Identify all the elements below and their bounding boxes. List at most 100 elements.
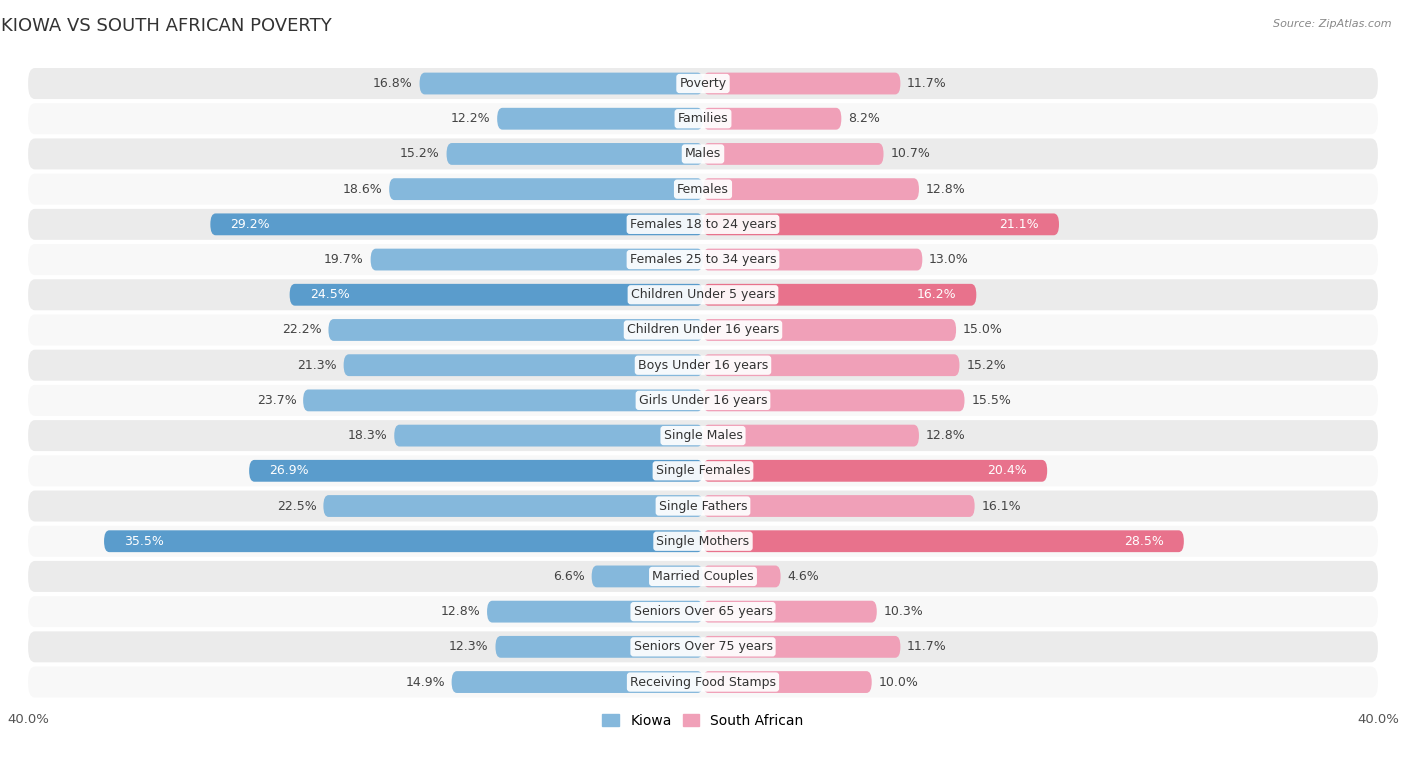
Text: 10.3%: 10.3% (883, 605, 924, 618)
Text: 15.2%: 15.2% (401, 148, 440, 161)
FancyBboxPatch shape (28, 596, 1378, 627)
Text: 16.1%: 16.1% (981, 500, 1021, 512)
Text: 21.3%: 21.3% (297, 359, 337, 371)
FancyBboxPatch shape (28, 456, 1378, 487)
FancyBboxPatch shape (495, 636, 703, 658)
FancyBboxPatch shape (389, 178, 703, 200)
FancyBboxPatch shape (703, 108, 841, 130)
FancyBboxPatch shape (703, 531, 1184, 552)
Text: 15.2%: 15.2% (966, 359, 1005, 371)
Text: 29.2%: 29.2% (231, 218, 270, 231)
Text: 21.1%: 21.1% (1000, 218, 1039, 231)
Text: 23.7%: 23.7% (257, 394, 297, 407)
FancyBboxPatch shape (28, 139, 1378, 170)
FancyBboxPatch shape (343, 354, 703, 376)
FancyBboxPatch shape (703, 636, 900, 658)
FancyBboxPatch shape (703, 601, 877, 622)
Text: 13.0%: 13.0% (929, 253, 969, 266)
Text: 4.6%: 4.6% (787, 570, 820, 583)
FancyBboxPatch shape (447, 143, 703, 164)
FancyBboxPatch shape (703, 319, 956, 341)
FancyBboxPatch shape (28, 385, 1378, 416)
FancyBboxPatch shape (28, 631, 1378, 662)
Text: 15.0%: 15.0% (963, 324, 1002, 337)
Text: 18.3%: 18.3% (347, 429, 388, 442)
Text: Single Males: Single Males (664, 429, 742, 442)
FancyBboxPatch shape (323, 495, 703, 517)
Text: Married Couples: Married Couples (652, 570, 754, 583)
FancyBboxPatch shape (703, 143, 883, 164)
FancyBboxPatch shape (329, 319, 703, 341)
FancyBboxPatch shape (394, 424, 703, 446)
Text: 20.4%: 20.4% (987, 465, 1026, 478)
FancyBboxPatch shape (28, 244, 1378, 275)
Text: 35.5%: 35.5% (124, 534, 165, 548)
FancyBboxPatch shape (304, 390, 703, 412)
Text: Females 18 to 24 years: Females 18 to 24 years (630, 218, 776, 231)
Text: Families: Families (678, 112, 728, 125)
FancyBboxPatch shape (28, 103, 1378, 134)
Text: Poverty: Poverty (679, 77, 727, 90)
FancyBboxPatch shape (419, 73, 703, 95)
FancyBboxPatch shape (703, 178, 920, 200)
Text: Single Fathers: Single Fathers (659, 500, 747, 512)
FancyBboxPatch shape (703, 73, 900, 95)
Text: 12.8%: 12.8% (925, 183, 966, 196)
Text: 16.2%: 16.2% (917, 288, 956, 301)
Text: 11.7%: 11.7% (907, 641, 946, 653)
FancyBboxPatch shape (211, 214, 703, 235)
FancyBboxPatch shape (703, 390, 965, 412)
FancyBboxPatch shape (28, 420, 1378, 451)
FancyBboxPatch shape (28, 315, 1378, 346)
FancyBboxPatch shape (703, 460, 1047, 482)
FancyBboxPatch shape (703, 424, 920, 446)
FancyBboxPatch shape (451, 671, 703, 693)
FancyBboxPatch shape (28, 68, 1378, 99)
FancyBboxPatch shape (28, 526, 1378, 556)
Text: Source: ZipAtlas.com: Source: ZipAtlas.com (1274, 19, 1392, 29)
Text: 12.3%: 12.3% (449, 641, 489, 653)
FancyBboxPatch shape (104, 531, 703, 552)
FancyBboxPatch shape (249, 460, 703, 482)
FancyBboxPatch shape (486, 601, 703, 622)
Text: Seniors Over 75 years: Seniors Over 75 years (634, 641, 772, 653)
Text: 18.6%: 18.6% (343, 183, 382, 196)
Text: 28.5%: 28.5% (1123, 534, 1164, 548)
Text: 12.8%: 12.8% (440, 605, 481, 618)
Text: 16.8%: 16.8% (373, 77, 413, 90)
Text: Seniors Over 65 years: Seniors Over 65 years (634, 605, 772, 618)
FancyBboxPatch shape (28, 174, 1378, 205)
Text: 22.5%: 22.5% (277, 500, 316, 512)
Text: Boys Under 16 years: Boys Under 16 years (638, 359, 768, 371)
Text: Single Females: Single Females (655, 465, 751, 478)
Text: 24.5%: 24.5% (309, 288, 350, 301)
Text: Females: Females (678, 183, 728, 196)
Text: 11.7%: 11.7% (907, 77, 946, 90)
Text: 12.8%: 12.8% (925, 429, 966, 442)
FancyBboxPatch shape (592, 565, 703, 587)
FancyBboxPatch shape (703, 354, 959, 376)
Text: KIOWA VS SOUTH AFRICAN POVERTY: KIOWA VS SOUTH AFRICAN POVERTY (1, 17, 332, 35)
FancyBboxPatch shape (703, 565, 780, 587)
Text: 10.0%: 10.0% (879, 675, 918, 688)
FancyBboxPatch shape (28, 279, 1378, 310)
FancyBboxPatch shape (28, 666, 1378, 697)
Text: 8.2%: 8.2% (848, 112, 880, 125)
Text: 26.9%: 26.9% (270, 465, 309, 478)
Text: 14.9%: 14.9% (405, 675, 444, 688)
Text: 10.7%: 10.7% (890, 148, 931, 161)
FancyBboxPatch shape (703, 671, 872, 693)
Text: Females 25 to 34 years: Females 25 to 34 years (630, 253, 776, 266)
FancyBboxPatch shape (703, 283, 976, 305)
FancyBboxPatch shape (28, 490, 1378, 522)
FancyBboxPatch shape (703, 249, 922, 271)
Legend: Kiowa, South African: Kiowa, South African (596, 708, 810, 734)
Text: 6.6%: 6.6% (553, 570, 585, 583)
FancyBboxPatch shape (703, 214, 1059, 235)
Text: 12.2%: 12.2% (451, 112, 491, 125)
FancyBboxPatch shape (28, 209, 1378, 240)
Text: Girls Under 16 years: Girls Under 16 years (638, 394, 768, 407)
FancyBboxPatch shape (28, 561, 1378, 592)
Text: 19.7%: 19.7% (325, 253, 364, 266)
FancyBboxPatch shape (28, 349, 1378, 381)
